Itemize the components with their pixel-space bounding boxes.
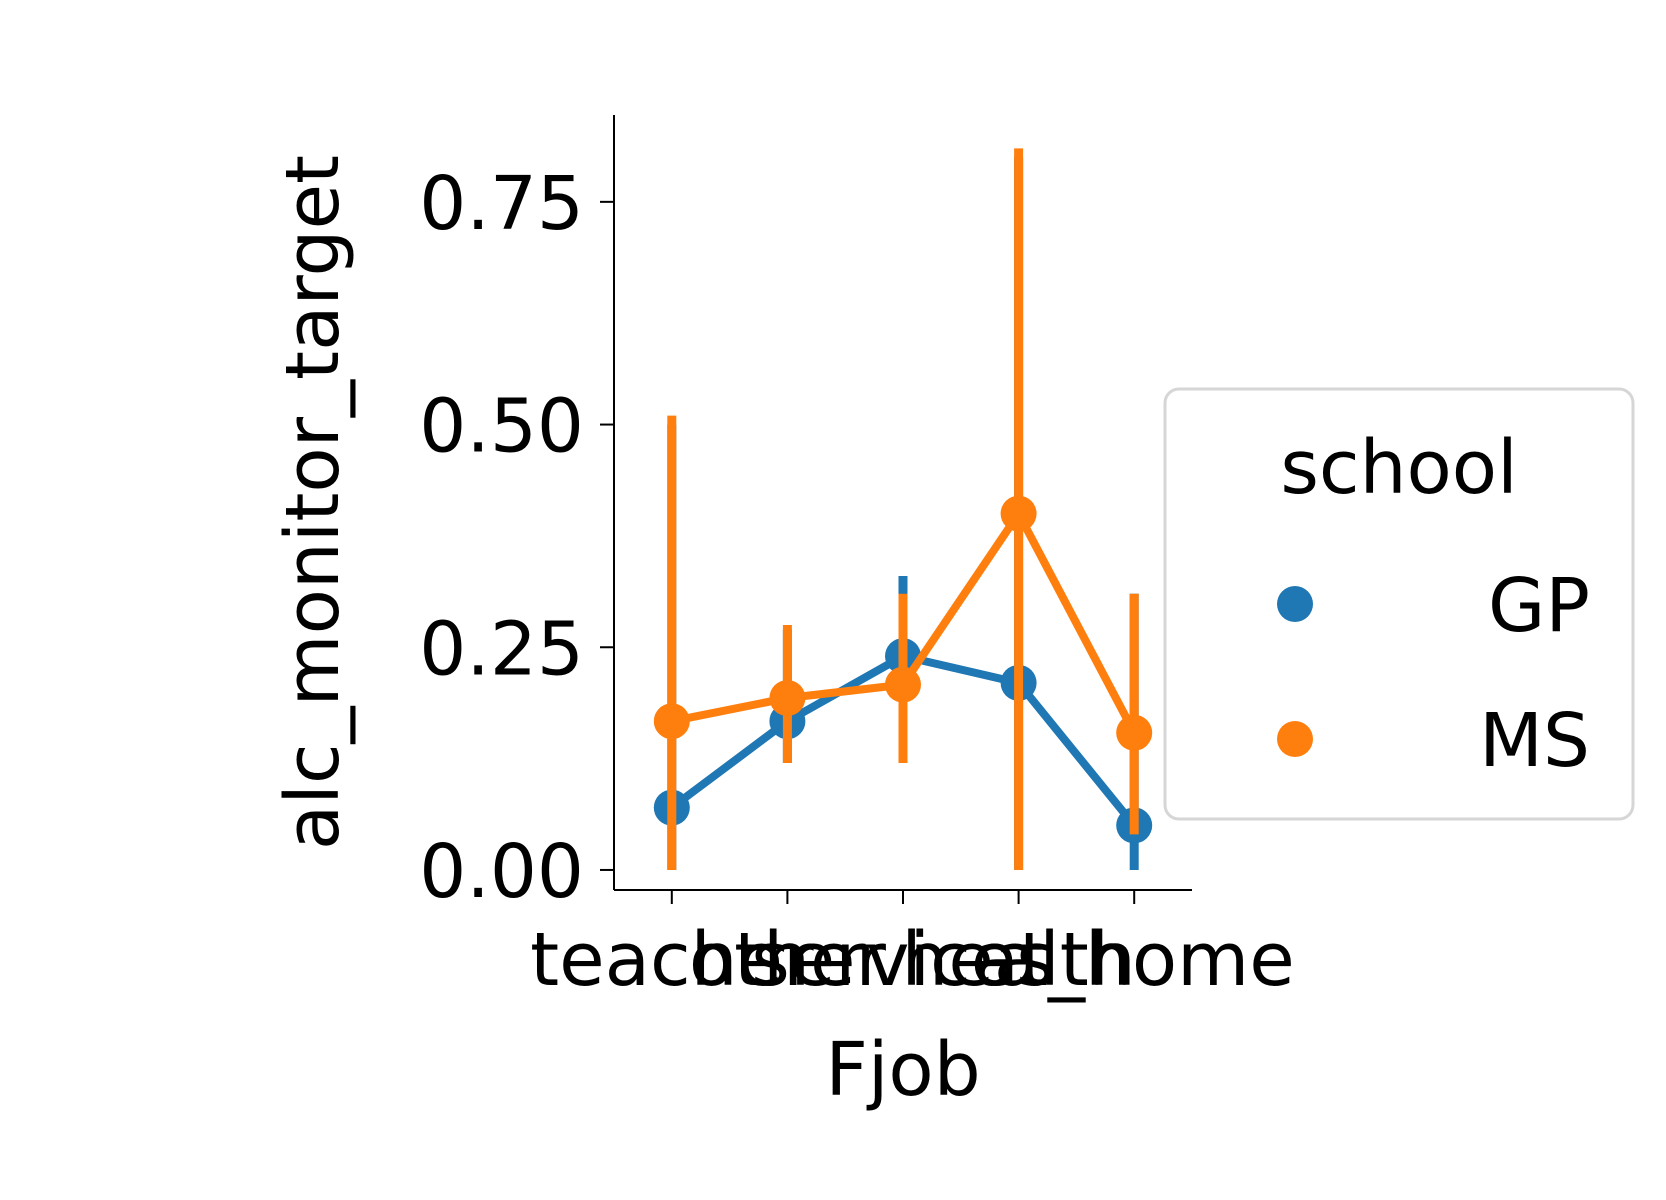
- legend-label-GP: GP: [1488, 563, 1590, 649]
- data-point: [1000, 495, 1037, 532]
- x-tick-label: other: [689, 917, 887, 1003]
- y-tick-label: 0.75: [419, 161, 584, 247]
- x-axis-label: Fjob: [825, 1027, 980, 1113]
- y-tick-label: 0.00: [419, 829, 584, 915]
- y-axis-label: alc_monitor_target: [270, 155, 356, 850]
- plot-area: 0.00 0.25 0.50 0.75 teacherotherserviceshea…: [419, 115, 1295, 1003]
- legend-frame: [1163, 387, 1635, 821]
- series-MS: [653, 148, 1153, 870]
- data-point: [653, 703, 690, 740]
- y-axis-ticks: 0.00 0.25 0.50 0.75: [419, 161, 614, 915]
- x-tick-label: at_home: [974, 917, 1295, 1003]
- legend-label-MS: MS: [1479, 698, 1590, 784]
- legend-title: school: [1280, 425, 1517, 511]
- data-point: [769, 680, 806, 717]
- legend-items: GP MS: [1277, 563, 1590, 784]
- x-tick-label: teacher: [530, 917, 814, 1003]
- legend: school GP MS: [1163, 387, 1635, 821]
- data-point: [885, 666, 921, 703]
- y-tick-label: 0.50: [419, 384, 584, 470]
- x-tick-label: health: [901, 917, 1135, 1003]
- y-tick-label: 0.25: [419, 606, 584, 692]
- series-layer: [653, 148, 1153, 870]
- data-point: [1116, 714, 1153, 751]
- legend-marker-GP: [1277, 586, 1313, 622]
- legend-marker-MS: [1277, 721, 1313, 757]
- x-tick-label: services: [751, 917, 1055, 1003]
